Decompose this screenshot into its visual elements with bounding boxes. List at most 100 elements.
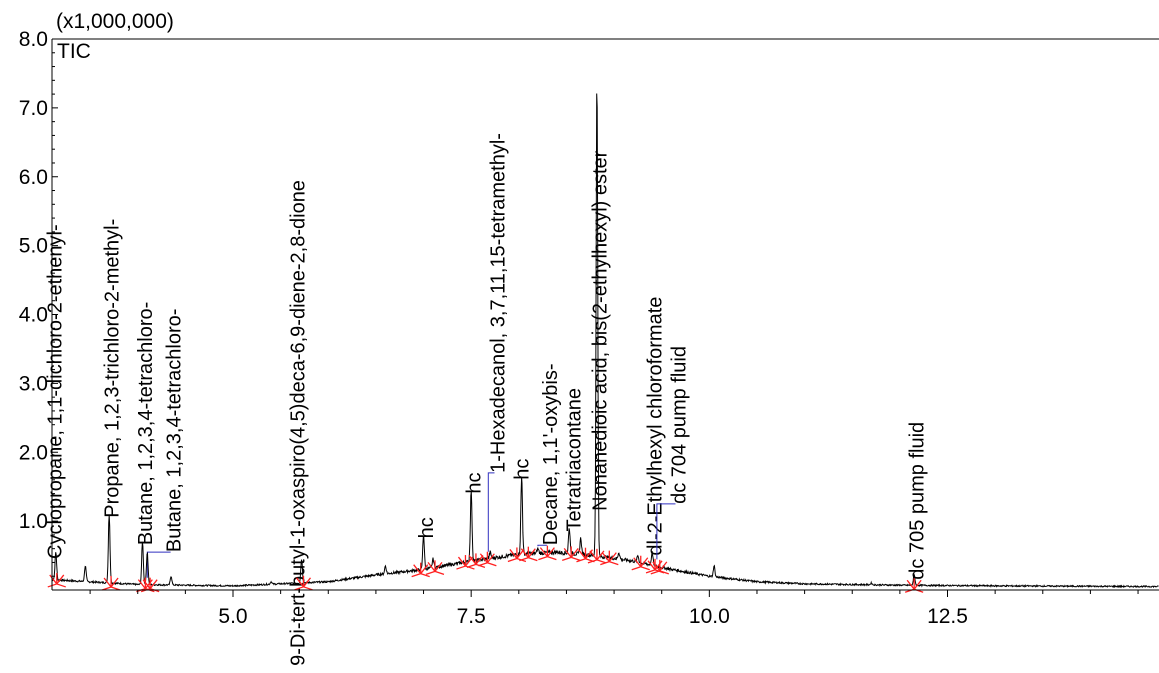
marker-stroke bbox=[479, 553, 488, 564]
marker-stroke bbox=[420, 564, 429, 575]
peak-label: hc bbox=[511, 459, 533, 480]
marker-stroke bbox=[631, 566, 641, 571]
marker-stroke bbox=[466, 563, 477, 569]
peak-label: Decane, 1,1'-oxybis- bbox=[540, 363, 562, 545]
integration-marker bbox=[294, 575, 313, 591]
marker-stroke bbox=[302, 577, 312, 588]
integration-marker bbox=[411, 562, 430, 578]
y-tick-label: 1.0 bbox=[19, 510, 48, 533]
x-tick-label: 5.0 bbox=[218, 605, 247, 628]
marker-stroke bbox=[640, 566, 650, 571]
marker-stroke bbox=[659, 561, 668, 572]
y-tick-label: 2.0 bbox=[19, 441, 48, 464]
integration-marker bbox=[47, 572, 66, 588]
marker-stroke bbox=[547, 556, 557, 561]
marker-stroke bbox=[456, 565, 466, 570]
marker-stroke bbox=[546, 547, 555, 558]
integration-marker bbox=[456, 555, 475, 570]
marker-stroke bbox=[475, 554, 484, 565]
x-tick-label: 7.5 bbox=[457, 605, 486, 628]
peak-label: Tetratriacontane bbox=[564, 388, 586, 531]
marker-stroke bbox=[528, 557, 538, 562]
marker-stroke bbox=[584, 549, 594, 560]
peak-annotations: Cyclopropane, 1,1-dichloro-2-ethenyl- Pro… bbox=[45, 133, 929, 666]
leader-line bbox=[537, 544, 547, 547]
peak-label: dl-2-Ethylhexyl chloroformate bbox=[645, 297, 667, 556]
integration-marker bbox=[600, 550, 619, 566]
marker-stroke bbox=[103, 577, 112, 588]
marker-stroke bbox=[411, 573, 421, 578]
marker-stroke bbox=[561, 556, 572, 562]
marker-stroke bbox=[137, 579, 146, 589]
marker-stroke bbox=[600, 561, 610, 566]
marker-stroke bbox=[144, 579, 153, 589]
marker-stroke bbox=[520, 548, 529, 559]
peak-label: 9-Di-tert-butyl-1-oxaspiro(4,5)deca-6,9-… bbox=[287, 180, 309, 666]
peak-label: Butane, 1,2,3,4-tetrachloro- bbox=[135, 302, 157, 545]
integration-marker bbox=[425, 560, 445, 575]
x-tick-label: 12.5 bbox=[927, 605, 968, 628]
marker-stroke bbox=[650, 570, 661, 575]
marker-stroke bbox=[577, 549, 587, 560]
marker-stroke bbox=[149, 579, 158, 590]
integration-marker bbox=[631, 555, 650, 571]
y-scale-label: (x1,000,000) bbox=[56, 10, 174, 33]
y-tick-label: 8.0 bbox=[19, 28, 48, 51]
marker-stroke bbox=[457, 556, 466, 567]
integration-marker bbox=[587, 548, 607, 564]
marker-stroke bbox=[519, 557, 529, 562]
marker-stroke bbox=[570, 556, 581, 562]
marker-stroke bbox=[633, 557, 642, 568]
marker-stroke bbox=[49, 574, 58, 585]
integration-marker bbox=[466, 553, 486, 569]
leader-line bbox=[487, 472, 495, 552]
y-tick-label: 7.0 bbox=[19, 97, 48, 120]
marker-stroke bbox=[609, 561, 619, 566]
marker-stroke bbox=[425, 570, 436, 575]
integration-markers bbox=[47, 545, 924, 593]
peak-label: Butane, 1,2,3,4-tetrachloro- bbox=[164, 309, 186, 552]
marker-stroke bbox=[913, 579, 922, 590]
marker-stroke bbox=[487, 562, 497, 567]
marker-stroke bbox=[640, 557, 649, 568]
peak-label: Cyclopropane, 1,1-dichloro-2-ethenyl- bbox=[45, 224, 67, 559]
integration-marker bbox=[576, 547, 595, 563]
y-tick-label: 5.0 bbox=[19, 235, 48, 258]
marker-stroke bbox=[295, 577, 305, 588]
marker-stroke bbox=[647, 560, 656, 571]
marker-stroke bbox=[101, 586, 112, 591]
marker-stroke bbox=[420, 573, 430, 578]
y-tick-label: 6.0 bbox=[19, 166, 48, 189]
marker-stroke bbox=[294, 586, 304, 591]
marker-stroke bbox=[434, 570, 445, 575]
axes: (x1,000,000) TIC bbox=[51, 10, 1159, 591]
marker-stroke bbox=[413, 564, 422, 575]
marker-stroke bbox=[142, 579, 151, 590]
marker-stroke bbox=[475, 563, 486, 569]
marker-stroke bbox=[539, 547, 548, 558]
integration-marker bbox=[101, 575, 121, 591]
marker-stroke bbox=[608, 552, 617, 563]
peak-label: Nonanedioic acid, bis(2-ethylhexyl) este… bbox=[589, 150, 611, 511]
marker-stroke bbox=[645, 569, 656, 574]
peak-label: dc 705 pump fluid bbox=[907, 422, 929, 580]
marker-stroke bbox=[427, 561, 436, 572]
marker-stroke bbox=[659, 570, 670, 575]
marker-stroke bbox=[652, 561, 661, 572]
marker-stroke bbox=[509, 549, 518, 559]
leader-line bbox=[146, 551, 171, 578]
marker-stroke bbox=[589, 550, 598, 561]
y-tick-label: 4.0 bbox=[19, 304, 48, 327]
marker-stroke bbox=[507, 557, 518, 563]
integration-marker bbox=[478, 551, 497, 567]
marker-stroke bbox=[56, 574, 65, 585]
marker-stroke bbox=[478, 562, 488, 567]
axis-ticks: 1.0 2.0 3.0 4.0 5.0 6.0 7.0 8.0 5.0 7.5 10.0 12.5 bbox=[19, 28, 1139, 628]
marker-stroke bbox=[434, 561, 443, 572]
peak-label: dc 704 pump fluid bbox=[669, 346, 691, 504]
peak-label: Propane, 1,2,3-trichloro-2-methyl- bbox=[102, 219, 124, 518]
series-label: TIC bbox=[57, 40, 91, 63]
marker-stroke bbox=[563, 548, 572, 558]
marker-stroke bbox=[596, 559, 607, 564]
marker-stroke bbox=[465, 565, 475, 570]
